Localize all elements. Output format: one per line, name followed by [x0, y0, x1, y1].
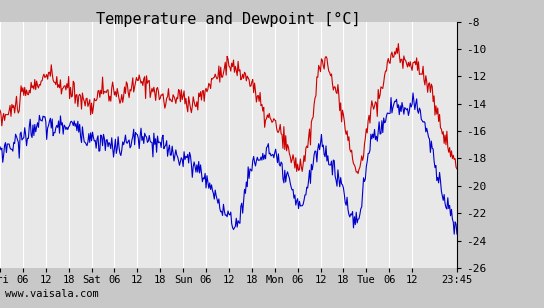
- Text: Temperature and Dewpoint [°C]: Temperature and Dewpoint [°C]: [96, 12, 361, 27]
- Text: www.vaisala.com: www.vaisala.com: [5, 289, 99, 299]
